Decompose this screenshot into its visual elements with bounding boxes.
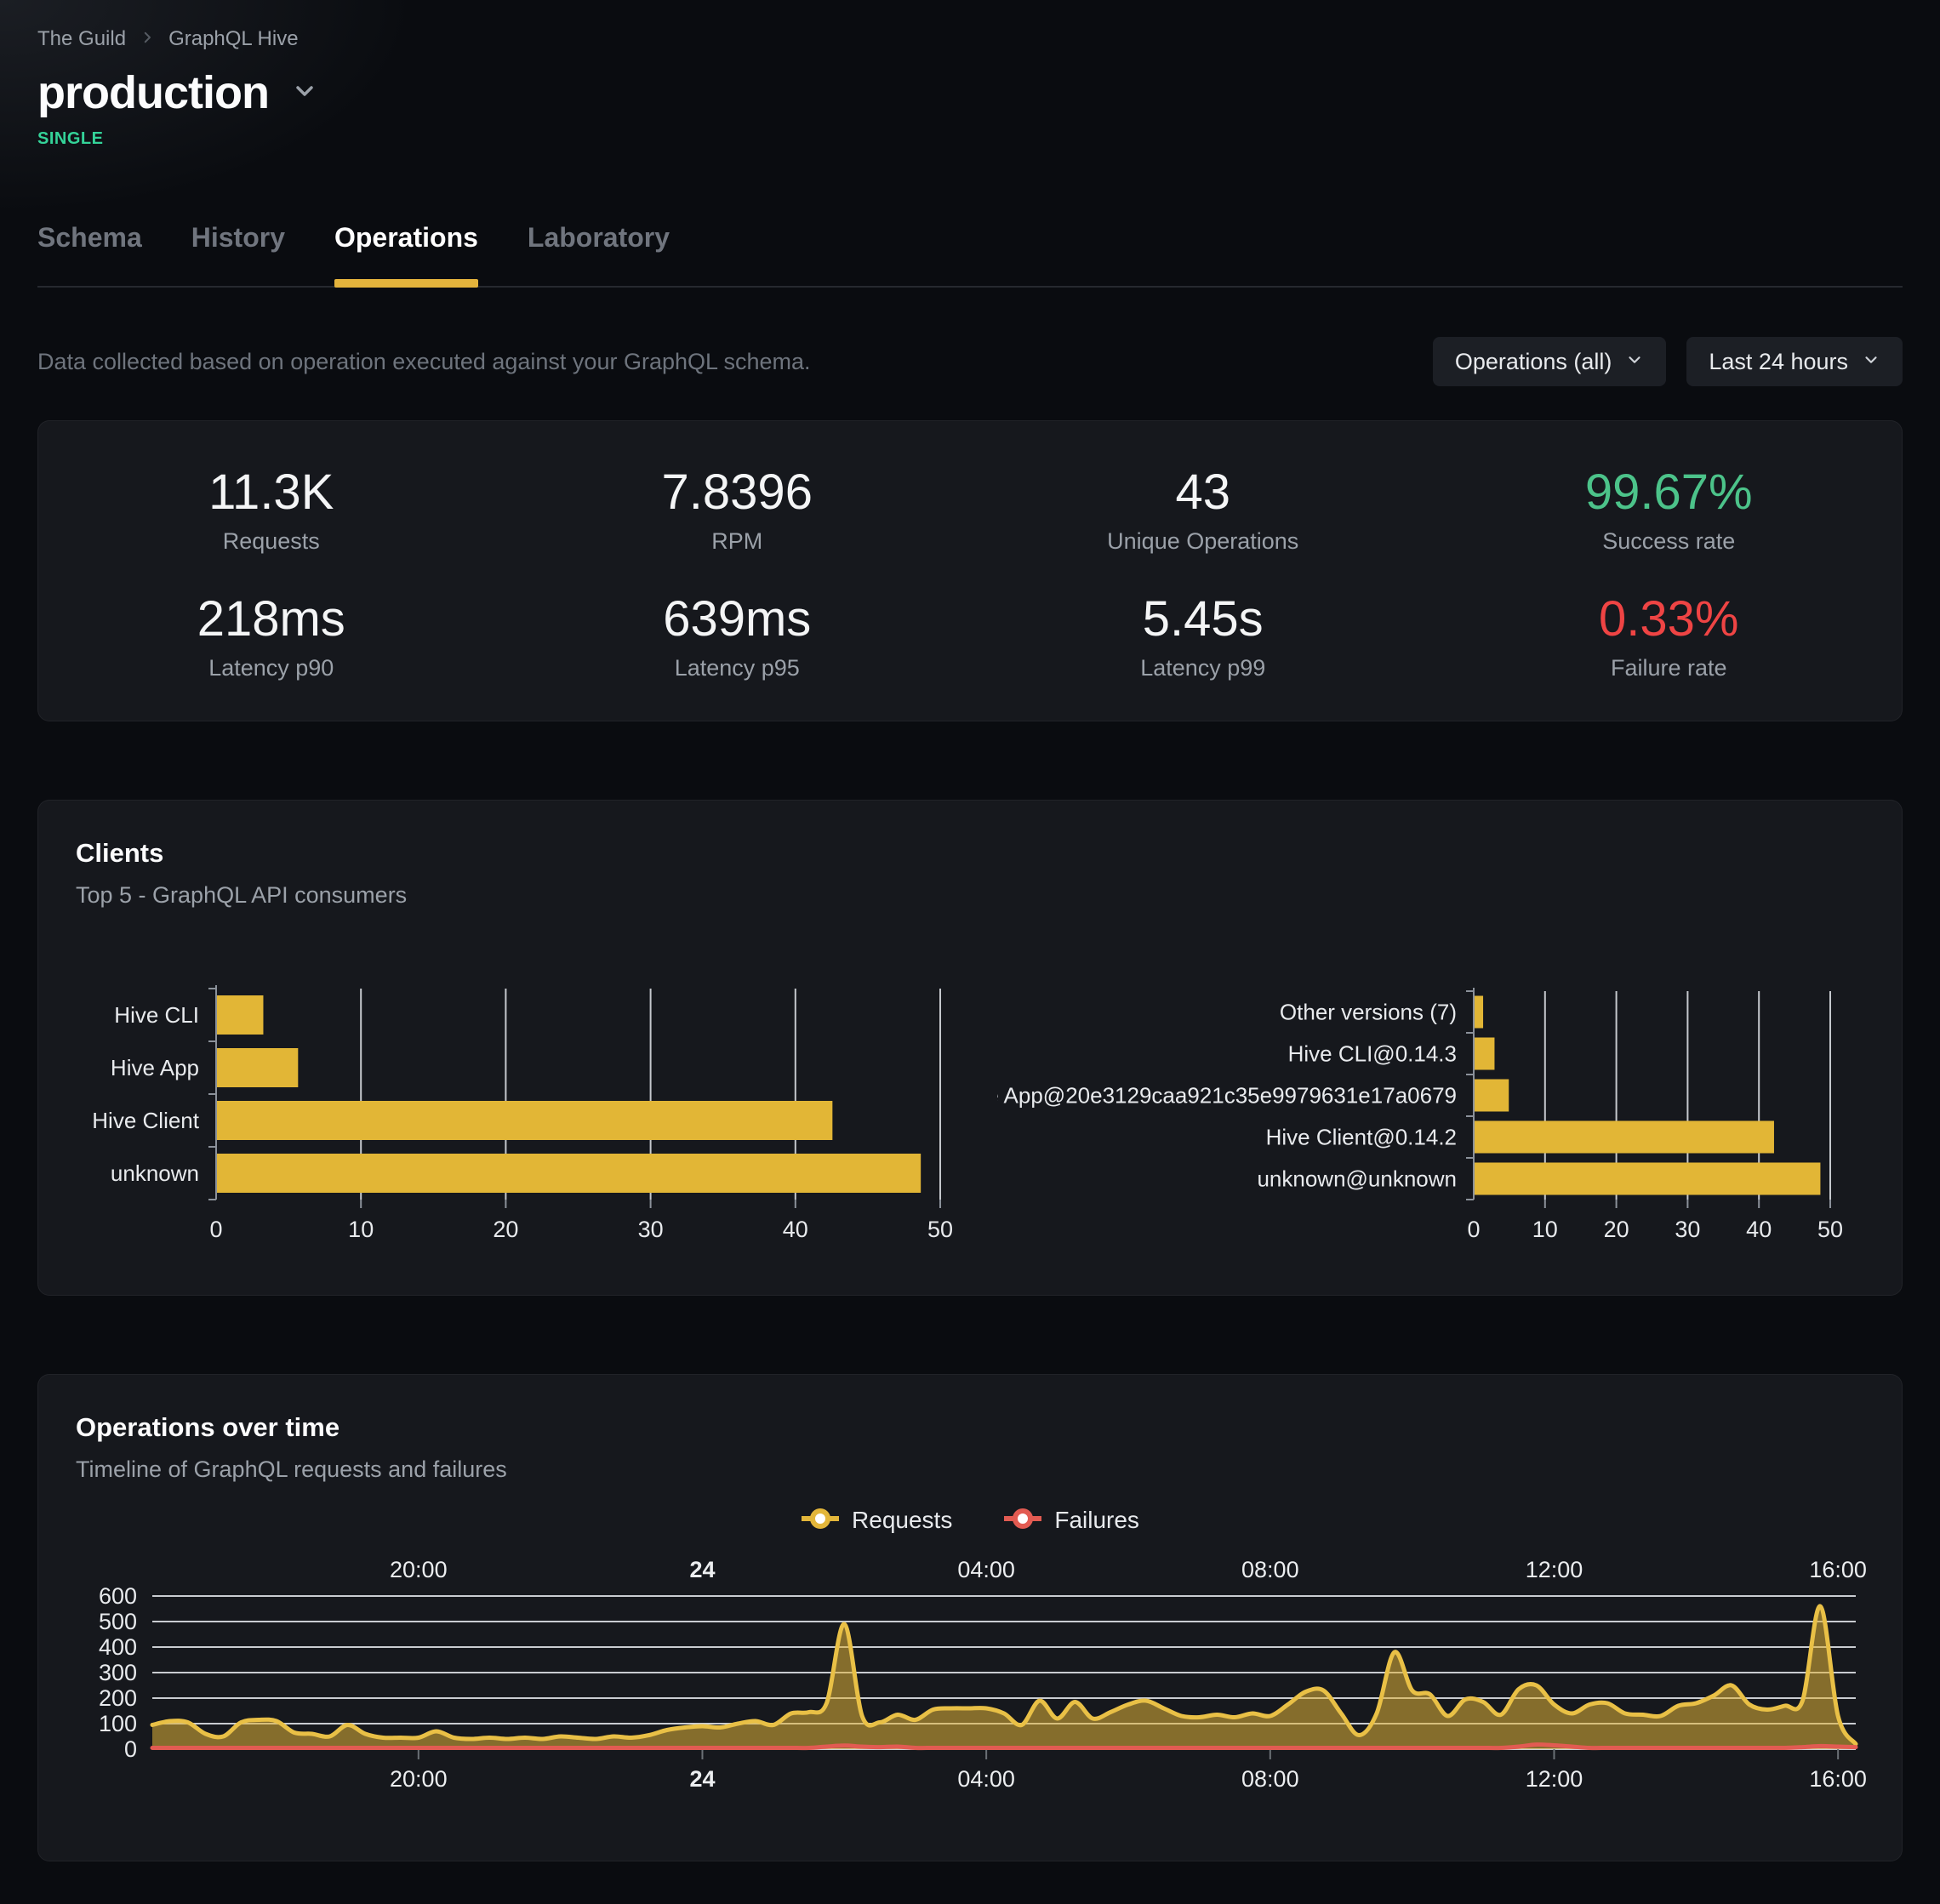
clients-title: Clients <box>76 837 164 868</box>
svg-text:unknown: unknown <box>111 1160 199 1186</box>
svg-text:40: 40 <box>783 1217 808 1242</box>
clients-by-version-chart: Other versions (7) Hive CLI@0.14.3 Hive Ap… <box>997 987 1843 1242</box>
svg-text:12:00: 12:00 <box>1526 1557 1583 1582</box>
tab-schema[interactable]: Schema <box>37 222 142 253</box>
clients-by-name-chart: Hive CLI Hive App Hive Client unknown 0 10 20 3… <box>92 984 953 1242</box>
svg-text:600: 600 <box>99 1583 137 1609</box>
svg-text:30: 30 <box>638 1217 664 1242</box>
svg-text:unknown@unknown: unknown@unknown <box>1257 1166 1457 1191</box>
svg-text:0: 0 <box>209 1217 222 1242</box>
svg-text:10: 10 <box>1532 1217 1558 1242</box>
svg-text:20:00: 20:00 <box>390 1766 448 1792</box>
svg-text:16:00: 16:00 <box>1809 1557 1867 1582</box>
stat-success-rate: 99.67% Success rate <box>1584 465 1753 554</box>
failures-series-icon <box>1003 1507 1042 1535</box>
svg-text:24: 24 <box>689 1557 715 1582</box>
chevron-down-icon <box>1862 349 1880 375</box>
svg-text:Hive App: Hive App <box>111 1055 199 1080</box>
svg-text:500: 500 <box>99 1609 137 1634</box>
chevron-down-icon[interactable] <box>291 77 318 109</box>
svg-text:20: 20 <box>493 1217 518 1242</box>
legend-item-failures[interactable]: Failures <box>1003 1507 1139 1535</box>
clients-subtitle: Top 5 - GraphQL API consumers <box>76 881 408 908</box>
operations-over-time-card: Operations over time Timeline of GraphQL… <box>37 1373 1903 1861</box>
svg-text:12:00: 12:00 <box>1526 1766 1583 1792</box>
legend-label-requests: Requests <box>852 1507 953 1534</box>
stats-overview-card: 11.3K Requests 7.8396 RPM 43 Unique Oper… <box>37 420 1903 721</box>
svg-text:20: 20 <box>1604 1217 1629 1242</box>
svg-text:300: 300 <box>99 1660 137 1685</box>
svg-text:30: 30 <box>1675 1217 1700 1242</box>
stat-latency-p95: 639ms Latency p95 <box>663 590 812 681</box>
chevron-right-icon <box>140 27 155 51</box>
svg-text:Hive CLI@0.14.3: Hive CLI@0.14.3 <box>1288 1040 1457 1066</box>
tab-laboratory[interactable]: Laboratory <box>527 222 670 253</box>
target-type-badge: SINGLE <box>37 129 104 148</box>
svg-text:100: 100 <box>99 1711 137 1736</box>
svg-text:Hive CLI: Hive CLI <box>114 1002 199 1028</box>
page-header: The Guild GraphQL Hive production SINGLE… <box>0 0 1940 288</box>
svg-text:40: 40 <box>1746 1217 1772 1242</box>
svg-text:400: 400 <box>99 1634 137 1660</box>
period-filter-dropdown[interactable]: Last 24 hours <box>1686 337 1903 386</box>
svg-text:Hive Client@0.14.2: Hive Client@0.14.2 <box>1266 1124 1457 1149</box>
svg-text:10: 10 <box>348 1217 374 1242</box>
main-content: Data collected based on operation execut… <box>0 337 1940 1861</box>
svg-text:50: 50 <box>927 1217 953 1242</box>
clients-card: Clients Top 5 - GraphQL API consumers Hi… <box>37 799 1903 1296</box>
requests-series-icon <box>801 1507 840 1535</box>
page-title: production <box>37 67 270 118</box>
operations-over-time-subtitle: Timeline of GraphQL requests and failure… <box>76 1456 507 1482</box>
stat-latency-p90: 218ms Latency p90 <box>197 590 345 681</box>
breadcrumb-org[interactable]: The Guild <box>37 27 127 50</box>
svg-text:16:00: 16:00 <box>1809 1766 1867 1792</box>
breadcrumb: The Guild GraphQL Hive <box>37 27 1903 51</box>
legend-label-failures: Failures <box>1054 1507 1139 1534</box>
svg-text:04:00: 04:00 <box>957 1766 1015 1792</box>
legend-item-requests[interactable]: Requests <box>801 1507 952 1535</box>
svg-text:08:00: 08:00 <box>1241 1766 1299 1792</box>
breadcrumb-project[interactable]: GraphQL Hive <box>168 27 299 50</box>
svg-text:08:00: 08:00 <box>1241 1557 1299 1582</box>
svg-text:04:00: 04:00 <box>957 1557 1015 1582</box>
svg-text:0: 0 <box>124 1736 137 1762</box>
tab-operations[interactable]: Operations <box>334 222 478 288</box>
svg-text:50: 50 <box>1817 1217 1843 1242</box>
stat-failure-rate: 0.33% Failure rate <box>1599 590 1739 681</box>
operations-filter-label: Operations (all) <box>1454 348 1612 374</box>
stat-requests: 11.3K Requests <box>208 465 334 554</box>
stat-rpm: 7.8396 RPM <box>661 465 813 554</box>
svg-text:Hive Client: Hive Client <box>92 1108 199 1133</box>
operations-filter-dropdown[interactable]: Operations (all) <box>1432 337 1667 386</box>
period-filter-label: Last 24 hours <box>1709 348 1848 374</box>
chevron-down-icon <box>1625 349 1644 375</box>
svg-text:Other versions (7): Other versions (7) <box>1280 999 1457 1024</box>
timeline-legend: Requests Failures <box>76 1507 1864 1535</box>
stat-latency-p99: 5.45s Latency p99 <box>1140 590 1266 681</box>
svg-text:0: 0 <box>1467 1217 1480 1242</box>
svg-text:24: 24 <box>689 1766 715 1792</box>
svg-text:Hive App@20e3129caa921c35e9979: Hive App@20e3129caa921c35e9979631e17a067… <box>997 1082 1457 1108</box>
operations-over-time-title: Operations over time <box>76 1411 340 1442</box>
svg-text:20:00: 20:00 <box>390 1557 448 1582</box>
svg-text:200: 200 <box>99 1685 137 1711</box>
tab-history[interactable]: History <box>191 222 285 253</box>
stat-unique-operations: 43 Unique Operations <box>1107 465 1299 554</box>
tab-bar: Schema History Operations Laboratory <box>37 222 1903 288</box>
collection-description: Data collected based on operation execut… <box>37 348 811 374</box>
